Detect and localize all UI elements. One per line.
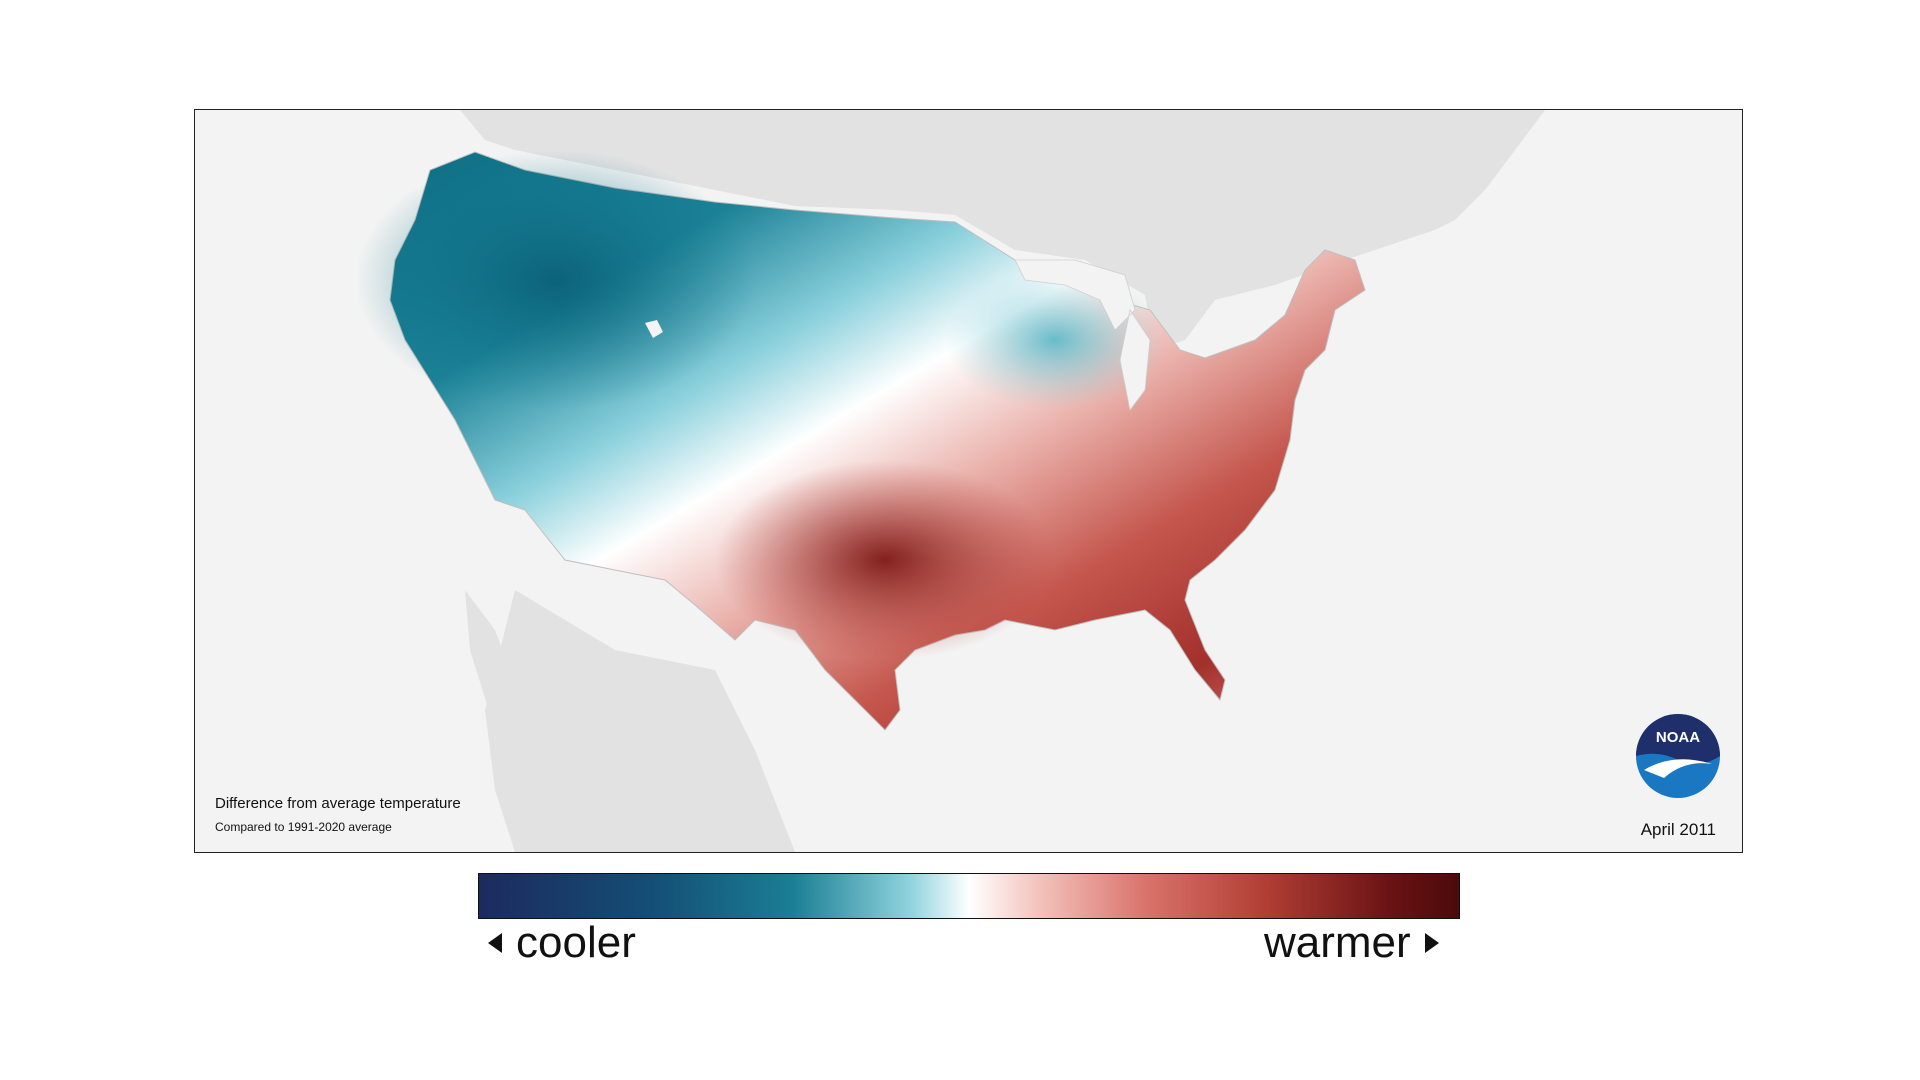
map-caption-subtitle: Compared to 1991-2020 average	[215, 820, 392, 834]
svg-text:NOAA: NOAA	[1656, 729, 1700, 746]
warmer-legend: warmer	[1264, 918, 1439, 968]
northwest-cool-anomaly	[355, 150, 755, 410]
great-salt-lake	[645, 320, 663, 338]
mexico-landmass	[485, 590, 795, 852]
arrow-right-icon	[1424, 933, 1439, 953]
map-caption-title: Difference from average temperature	[215, 795, 461, 812]
arrow-left-icon	[488, 933, 502, 953]
temperature-map: NOAA Difference from average temperature…	[194, 109, 1743, 853]
noaa-logo: NOAA	[1634, 712, 1722, 800]
cooler-label: cooler	[516, 918, 636, 967]
warmer-label: warmer	[1264, 918, 1411, 967]
cooler-legend: cooler	[488, 918, 636, 968]
map-canvas	[355, 110, 1545, 852]
baja-landmass	[465, 590, 555, 810]
temperature-colorbar	[478, 873, 1460, 919]
texas-warm-anomaly	[715, 460, 1055, 660]
date-label: April 2011	[1640, 820, 1716, 839]
canada-landmass	[460, 110, 1545, 350]
great-lakes	[1014, 259, 1151, 411]
